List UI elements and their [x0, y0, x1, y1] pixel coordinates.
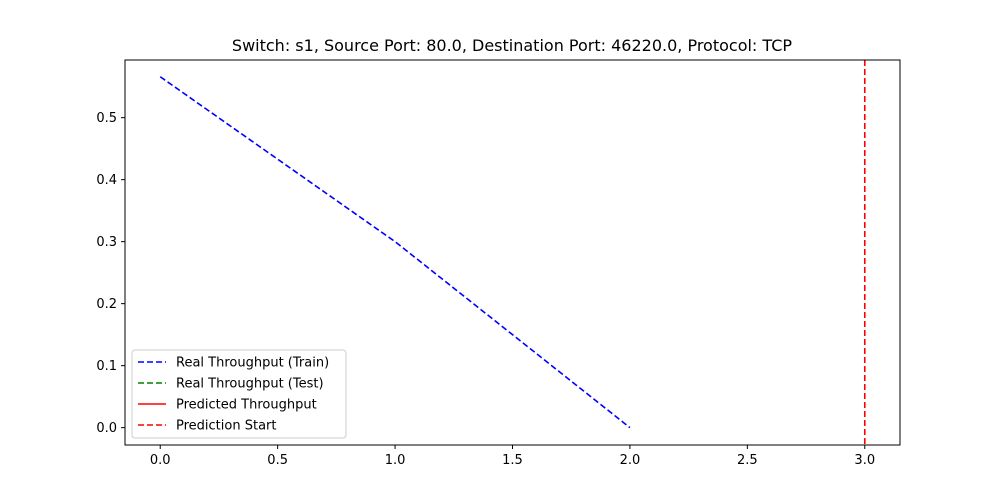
legend-label: Real Throughput (Train) [176, 356, 329, 371]
x-tick-label: 3.0 [854, 453, 875, 468]
y-tick-label: 0.5 [96, 111, 117, 126]
x-tick-label: 1.5 [502, 453, 523, 468]
x-tick-label: 0.5 [267, 453, 288, 468]
x-tick-label: 1.0 [385, 453, 406, 468]
series-line-0 [159, 76, 631, 429]
y-tick-label: 0.0 [96, 421, 117, 436]
chart-title: Switch: s1, Source Port: 80.0, Destinati… [232, 36, 792, 55]
x-tick-label: 2.5 [737, 453, 758, 468]
legend-label: Real Throughput (Test) [176, 377, 324, 392]
x-tick-label: 0.0 [150, 453, 171, 468]
series-layer [159, 76, 631, 429]
y-tick-label: 0.2 [96, 297, 117, 312]
legend-label: Predicted Throughput [176, 398, 317, 413]
x-tick-label: 2.0 [620, 453, 641, 468]
legend-box [131, 349, 347, 439]
y-tick-label: 0.4 [96, 173, 117, 188]
x-axis: 0.0 0.5 1.0 1.5 2.0 2.5 3.0 [150, 445, 875, 468]
y-tick-label: 0.1 [96, 359, 117, 374]
legend-label: Prediction Start [176, 419, 276, 434]
y-axis: 0.0 0.1 0.2 0.3 0.4 0.5 [96, 111, 125, 436]
legend: Real Throughput (Train) Real Throughput (… [131, 349, 347, 439]
y-tick-label: 0.3 [96, 235, 117, 250]
